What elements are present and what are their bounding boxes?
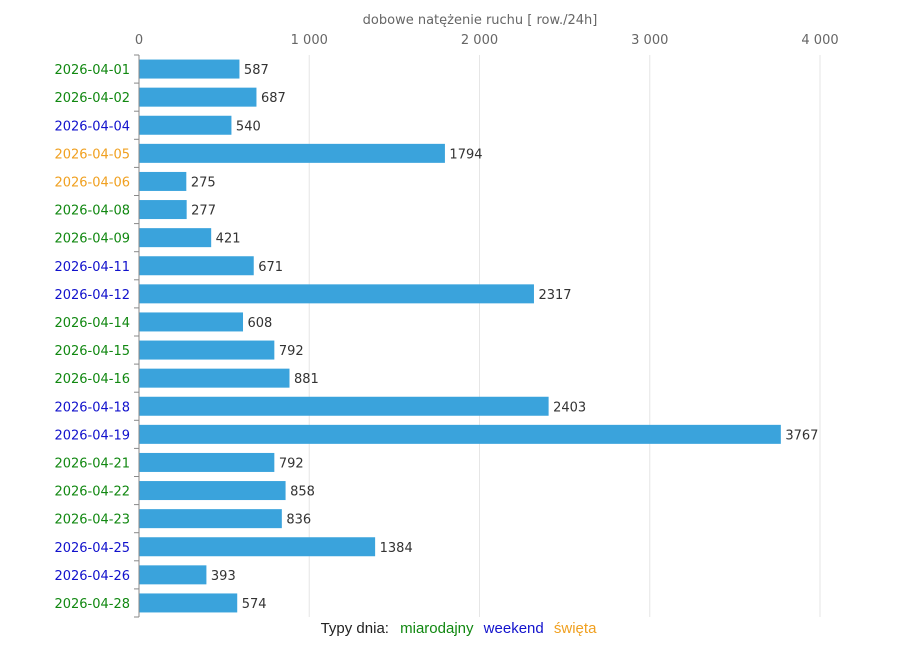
bar[interactable] — [139, 115, 232, 135]
bar[interactable] — [139, 87, 257, 107]
bar[interactable] — [139, 256, 254, 276]
data-label: 608 — [248, 316, 273, 331]
data-label: 587 — [244, 63, 269, 78]
category-label: 2026-04-26 — [54, 569, 130, 584]
data-label: 858 — [290, 485, 315, 500]
tick-labels: 0 1 000 2 000 3 000 4 000 — [135, 33, 839, 48]
tick-label: 3 000 — [631, 33, 668, 48]
bar[interactable] — [139, 565, 207, 585]
data-label: 2403 — [553, 400, 586, 415]
tick-label: 4 000 — [801, 33, 838, 48]
category-label: 2026-04-02 — [54, 91, 130, 106]
data-label: 540 — [236, 119, 261, 134]
category-label: 2026-04-18 — [54, 400, 130, 415]
data-label: 3767 — [785, 428, 818, 443]
category-label: 2026-04-14 — [54, 316, 130, 331]
legend: Typy dnia: miarodajny weekend święta — [0, 620, 917, 637]
bar[interactable] — [139, 200, 187, 220]
bar[interactable] — [139, 452, 275, 472]
bar[interactable] — [139, 368, 290, 388]
category-label: 2026-04-04 — [54, 119, 130, 134]
category-label: 2026-04-16 — [54, 372, 130, 387]
bar[interactable] — [139, 59, 240, 79]
data-label: 275 — [191, 175, 216, 190]
category-label: 2026-04-23 — [54, 513, 130, 528]
legend-item-miarodajny[interactable]: miarodajny — [400, 620, 474, 637]
category-label: 2026-04-12 — [54, 288, 130, 303]
data-label: 393 — [211, 569, 236, 584]
bar[interactable] — [139, 228, 212, 248]
bar[interactable] — [139, 312, 244, 332]
bar[interactable] — [139, 396, 549, 416]
data-label: 574 — [242, 597, 267, 612]
bar[interactable] — [139, 537, 376, 557]
legend-title: Typy dnia: — [320, 620, 389, 637]
data-label: 687 — [261, 91, 286, 106]
bar[interactable] — [139, 340, 275, 360]
bar[interactable] — [139, 171, 187, 191]
bar[interactable] — [139, 593, 238, 613]
category-label: 2026-04-05 — [54, 147, 130, 162]
data-label: 277 — [191, 204, 216, 219]
category-label: 2026-04-09 — [54, 232, 130, 247]
data-label: 1794 — [449, 147, 482, 162]
bar[interactable] — [139, 481, 286, 501]
data-label: 836 — [286, 513, 311, 528]
bar[interactable] — [139, 509, 282, 529]
tick-label: 1 000 — [291, 33, 328, 48]
category-label: 2026-04-15 — [54, 344, 130, 359]
category-label: 2026-04-11 — [54, 260, 130, 275]
data-label: 881 — [294, 372, 319, 387]
bar[interactable] — [139, 284, 534, 304]
legend-item-swieta[interactable]: święta — [553, 620, 597, 637]
data-label: 2317 — [538, 288, 571, 303]
tick-label: 2 000 — [461, 33, 498, 48]
data-label: 792 — [279, 344, 304, 359]
category-label: 2026-04-28 — [54, 597, 130, 612]
tick-label: 0 — [135, 33, 143, 48]
data-label: 792 — [279, 456, 304, 471]
category-label: 2026-04-25 — [54, 541, 130, 556]
grid — [134, 54, 821, 618]
bars — [139, 59, 781, 613]
category-label: 2026-04-21 — [54, 456, 130, 471]
bar[interactable] — [139, 143, 445, 163]
legend-item-weekend[interactable]: weekend — [483, 620, 544, 637]
data-label: 1384 — [380, 541, 413, 556]
category-labels: 2026-04-01 2026-04-02 2026-04-04 2026-04-05… — [54, 63, 130, 612]
category-label: 2026-04-06 — [54, 175, 130, 190]
category-label: 2026-04-19 — [54, 428, 130, 443]
category-label: 2026-04-01 — [54, 63, 130, 78]
data-label: 671 — [258, 260, 283, 275]
category-label: 2026-04-08 — [54, 204, 130, 219]
axis-title: dobowe natężenie ruchu [ row./24h] — [363, 13, 598, 28]
bar[interactable] — [139, 424, 781, 444]
category-label: 2026-04-22 — [54, 485, 130, 500]
data-label: 421 — [216, 232, 241, 247]
